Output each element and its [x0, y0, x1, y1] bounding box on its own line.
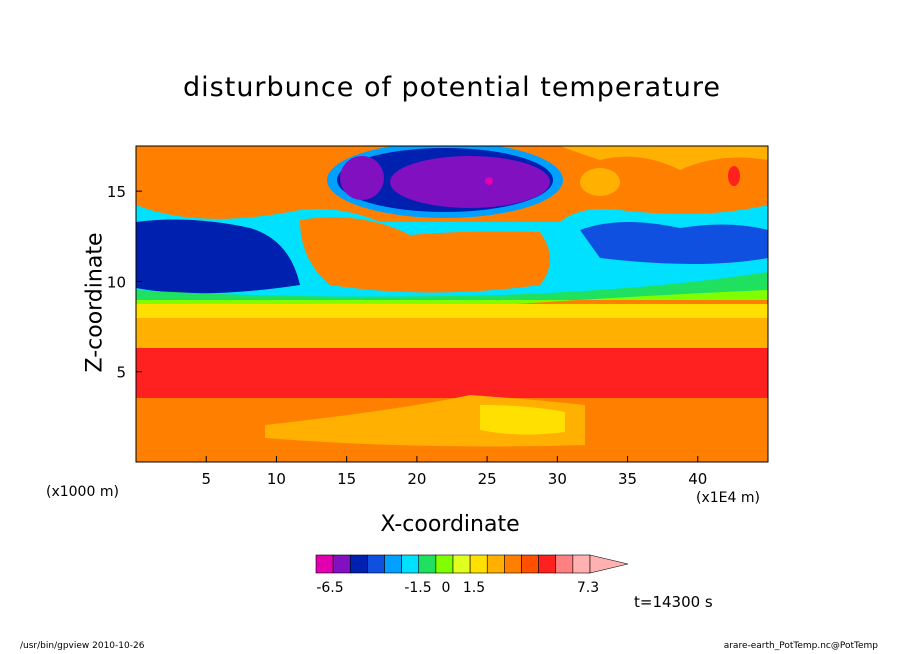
plot-frame [135, 145, 769, 463]
contour-band-top [136, 146, 768, 170]
colorbar-swatch [401, 554, 420, 574]
x-tick-label: 10 [267, 470, 286, 488]
contour-band-red [136, 348, 768, 398]
colorbar-label: 1.5 [463, 580, 485, 596]
colorbar-swatch [504, 554, 522, 574]
x-axis-ticks: 5 10 15 20 25 30 35 40 [201, 456, 707, 488]
contour-field [136, 146, 768, 462]
contour-band-blue-right [580, 221, 768, 264]
colorbar-swatch [349, 554, 368, 574]
contour-band-yellow [136, 304, 768, 318]
contour-band-green [136, 272, 768, 300]
colorbar-swatch [367, 554, 385, 574]
colorbar-label: -1.5 [404, 580, 431, 596]
x-unit-note: (x1E4 m) [696, 490, 760, 506]
footer-right: arare-earth_PotTemp.nc@PotTemp [723, 641, 878, 651]
contour-band-warm-dot [728, 166, 740, 186]
colorbar-swatch [521, 554, 539, 574]
contour-band-mid-warm [300, 217, 550, 293]
colorbar-swatch [555, 554, 574, 574]
chart-title: disturbunce of potential temperature [183, 72, 721, 103]
contour-band-amber [136, 318, 768, 348]
y-axis-ticks: 5 10 15 [107, 183, 142, 382]
x-tick-label: 15 [337, 470, 356, 488]
colorbar-label: -6.5 [316, 580, 343, 596]
colorbar-swatch [435, 554, 454, 574]
x-tick-label: 40 [688, 470, 707, 488]
colorbar-swatch [315, 554, 334, 574]
colorbar-swatch [452, 554, 471, 574]
y-unit-note: (x1000 m) [46, 484, 119, 500]
colorbar-label: 7.3 [577, 580, 599, 596]
colorbar-extend-arrow [589, 554, 629, 574]
colorbar-swatch [469, 554, 488, 574]
x-tick-label: 30 [548, 470, 567, 488]
colorbar-swatch [538, 554, 557, 574]
contour-band-min [485, 177, 493, 185]
contour-band-cold-core [390, 156, 550, 208]
contour-band-blue-left [136, 219, 300, 294]
colorbar-labels: -6.5 -1.5 0 1.5 7.3 [316, 580, 599, 596]
contour-band-cold-core-2 [340, 156, 384, 200]
y-tick-label: 15 [107, 183, 126, 201]
y-tick-label: 5 [116, 364, 126, 382]
x-tick-label: 35 [618, 470, 637, 488]
colorbar-swatch [486, 554, 505, 574]
x-axis-label: X-coordinate [380, 512, 520, 537]
x-tick-label: 5 [201, 470, 211, 488]
contour-band-lower-yellow [480, 405, 565, 435]
y-axis-label: Z-coordinate [82, 232, 108, 373]
colorbar-label: 0 [442, 580, 451, 596]
colorbar-swatch [418, 554, 437, 574]
colorbar-swatch [384, 554, 402, 574]
x-tick-label: 20 [407, 470, 426, 488]
y-tick-label: 10 [107, 273, 126, 291]
contour-band-lime [136, 290, 768, 308]
colorbar-swatch [572, 554, 591, 574]
x-tick-label: 25 [478, 470, 497, 488]
contour-band-warm-pocket [580, 168, 620, 196]
footer-left: /usr/bin/gpview 2010-10-26 [20, 641, 145, 651]
time-label: t=14300 s [634, 593, 713, 611]
colorbar-swatch [332, 554, 351, 574]
colorbar [315, 554, 629, 574]
